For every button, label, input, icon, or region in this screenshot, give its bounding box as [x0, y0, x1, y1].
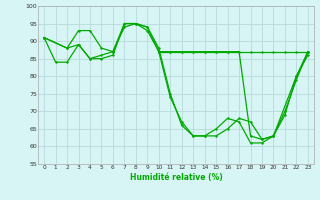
- X-axis label: Humidité relative (%): Humidité relative (%): [130, 173, 222, 182]
